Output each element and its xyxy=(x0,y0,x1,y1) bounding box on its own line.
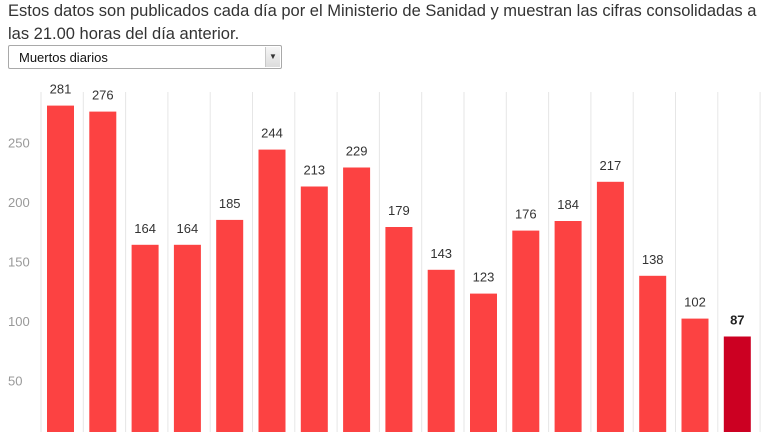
bar-value-label: 184 xyxy=(557,197,579,212)
bar-highlight[interactable] xyxy=(723,336,751,432)
y-tick-label: 250 xyxy=(8,136,30,151)
bar-value-label: 179 xyxy=(388,203,410,218)
chart-description: Estos datos son publicados cada día por … xyxy=(8,2,757,43)
y-tick-label: 150 xyxy=(8,255,30,270)
chart-bars xyxy=(47,105,751,432)
metric-select-value: Muertos diarios xyxy=(19,50,108,65)
dropdown-arrow-icon: ▼ xyxy=(269,52,277,61)
bar[interactable] xyxy=(554,221,582,432)
bar[interactable] xyxy=(89,111,117,432)
bar-value-label: 143 xyxy=(430,246,452,261)
bar-value-label: 176 xyxy=(515,207,537,222)
y-tick-label: 100 xyxy=(8,314,30,329)
bar[interactable] xyxy=(300,186,328,432)
bar-value-label: 276 xyxy=(92,88,114,103)
bar[interactable] xyxy=(343,167,371,432)
bar-value-label: 164 xyxy=(177,221,199,236)
bar[interactable] xyxy=(385,227,413,432)
bar[interactable] xyxy=(131,244,159,432)
bar[interactable] xyxy=(427,269,455,432)
bar-value-label: 229 xyxy=(346,144,368,159)
y-axis-ticks: 50 100 150 200 250 xyxy=(8,136,30,389)
bar-value-label: 213 xyxy=(303,163,325,178)
bar[interactable] xyxy=(512,230,540,432)
bar-value-label: 244 xyxy=(261,126,283,141)
bar-value-label: 185 xyxy=(219,196,241,211)
bar[interactable] xyxy=(258,149,286,432)
bar[interactable] xyxy=(639,275,667,432)
metric-select[interactable]: Muertos diarios ▼ xyxy=(8,45,282,69)
bar-value-label: 102 xyxy=(684,295,706,310)
bar[interactable] xyxy=(596,181,624,432)
bar-labels: 281 276 164 164 185 244 213 229 179 143 123 176 184 2… xyxy=(50,82,745,328)
bar[interactable] xyxy=(216,219,244,432)
chart-grid xyxy=(40,92,761,432)
bar-value-label: 217 xyxy=(600,158,622,173)
bar-value-label: 281 xyxy=(50,82,72,97)
bar-value-label: 164 xyxy=(134,221,156,236)
y-tick-label: 50 xyxy=(8,374,22,389)
bar-value-label: 87 xyxy=(730,313,744,328)
dropdown-arrow-button[interactable]: ▼ xyxy=(265,47,280,67)
bar-value-label: 123 xyxy=(473,270,495,285)
bar-value-label: 138 xyxy=(642,252,664,267)
bar[interactable] xyxy=(173,244,201,432)
bar[interactable] xyxy=(681,318,709,432)
bar[interactable] xyxy=(470,293,497,432)
bar[interactable] xyxy=(47,105,74,432)
y-tick-label: 200 xyxy=(8,195,30,210)
